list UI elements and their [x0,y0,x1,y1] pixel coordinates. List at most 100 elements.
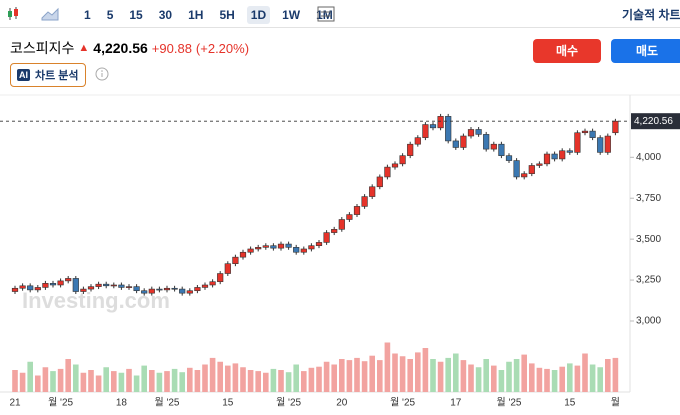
volume-bar [483,359,489,392]
timeframe[interactable]: 1H [188,8,204,22]
volume-bar [339,359,345,392]
volume-bar [301,371,307,392]
candle-body [217,273,224,283]
last-price-box [631,113,680,130]
candle-body [475,129,482,135]
volume-bar [179,372,185,392]
candle-body [604,135,611,153]
timeframe[interactable]: 5H [219,8,235,22]
candle-body [194,287,201,292]
candle-body [293,247,300,253]
chart-type-icons[interactable] [6,6,62,22]
volume-bar [445,357,451,392]
volume-bar [57,368,64,392]
ai-button[interactable]: AI 차트 분석 [10,63,86,87]
timeframe[interactable]: 15 [129,8,143,22]
settings-icon[interactable] [316,4,336,24]
candle-body [581,130,589,134]
candle-body [353,206,361,215]
volume-bar [468,364,474,392]
x-tick-label: 월 '25 [390,397,415,409]
candle-body [65,278,72,282]
candle-body [133,286,140,292]
timeframe[interactable]: 30 [158,8,173,22]
volume-bar [88,370,94,392]
y-tick-label: 3,250 [636,275,661,286]
candle-body [186,290,193,294]
candle-body [429,124,437,129]
volume-bar [126,368,132,392]
candle-body [277,243,285,249]
candle-body [95,283,102,287]
timeframe[interactable]: 1D [246,6,271,24]
volume-bar [430,359,436,392]
candle-body [262,245,269,248]
volume-bar [597,367,603,392]
info-icon[interactable] [94,66,110,82]
volume-bar [437,361,444,392]
volume-bar [460,360,467,392]
volume-bar [278,370,284,392]
volume-bar [232,363,239,392]
timeframe[interactable]: 1 [84,8,91,22]
volume-bar [377,360,383,392]
candle-body [460,135,467,148]
volume-bar [354,357,360,392]
candle-body [179,288,186,294]
candle-body [551,153,558,160]
candle-body [270,245,277,249]
candle-body [255,247,262,250]
candle-body [163,287,171,291]
candle-body [574,132,581,153]
volume-bar [582,353,588,392]
volume-bar [118,372,125,392]
candle-body [513,160,520,178]
y-tick-label: 3,750 [636,193,661,204]
candle-body [323,232,330,243]
candle-body [232,256,239,265]
volume-bar [240,367,246,392]
candle-body [612,120,619,134]
timeframe[interactable]: 1W [282,8,301,22]
volume-bar [536,367,543,392]
change-pct: (+2.20%) [195,40,250,56]
volume-bar [521,354,527,392]
volume-bar [65,359,71,392]
candle-body [543,153,551,165]
volume-bar [35,375,41,392]
volume-bar [80,372,87,392]
x-tick-label: 15 [222,398,234,409]
candle-body [452,140,459,148]
candle-body [483,134,490,150]
candle-body [239,251,247,258]
candle-body [391,163,399,168]
technical-chart-link[interactable]: 기술적 차트 [622,8,680,22]
volume-bar [605,359,611,392]
volume-bar [567,363,573,392]
candle-body [414,137,421,145]
candle-body [300,248,307,253]
sell-button[interactable]: 매도 [611,39,680,63]
price: 4,220.56 [93,40,148,56]
candle-body [528,165,535,174]
candle-body [42,283,49,288]
candle-body [505,155,513,161]
x-tick-label: 17 [450,398,462,409]
volume-bar [133,375,140,392]
quote: 코스피지수 ▲ 4,220.56 +90.88 (+2.20%) [10,38,249,58]
volume-bar [415,352,421,392]
volume-bar [141,365,147,392]
change: +90.88 [151,40,192,56]
candle-body [566,150,573,153]
x-tick-label: 월 [611,397,620,409]
volume-bar [407,359,413,392]
candle-body [490,143,497,150]
volume-bar [574,365,581,392]
candle-body [376,176,383,188]
candle-body [521,173,528,178]
x-tick-label: 월 '25 [154,397,179,409]
buy-button[interactable]: 매수 [533,39,601,63]
timeframe[interactable]: 5 [106,8,114,22]
watermark: Investing.com [22,288,170,313]
